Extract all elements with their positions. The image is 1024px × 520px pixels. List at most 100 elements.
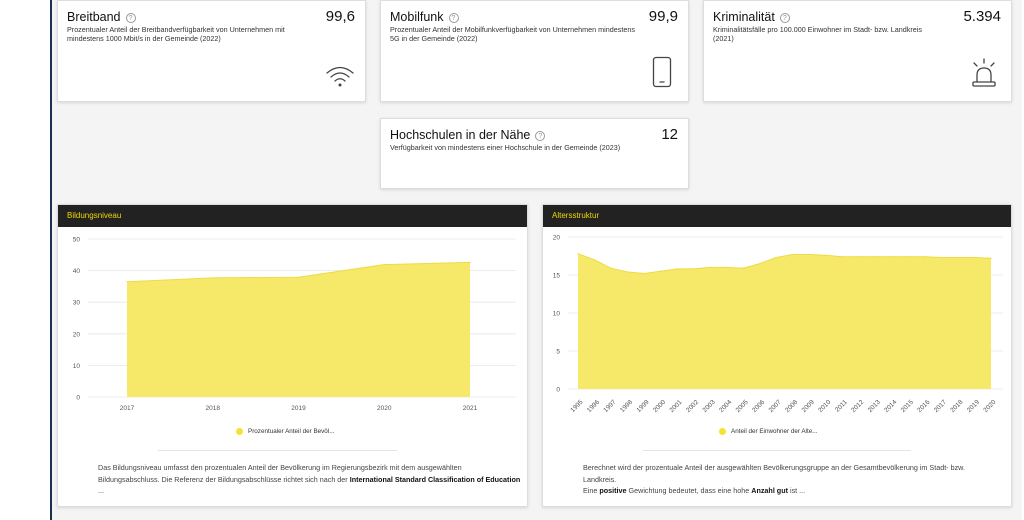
- data-point: [808, 253, 810, 256]
- x-tick-label: 1995: [569, 399, 584, 414]
- x-tick-label: 2010: [817, 399, 832, 414]
- x-tick-label: 2019: [966, 399, 981, 414]
- series-area: [578, 253, 991, 389]
- data-point: [907, 256, 909, 258]
- x-tick-label: 2017: [120, 405, 135, 412]
- x-tick-label: 2017: [933, 399, 948, 414]
- note-text-end: ...: [98, 486, 104, 495]
- data-point: [626, 271, 629, 273]
- y-tick-label: 20: [73, 331, 81, 338]
- y-tick-label: 50: [73, 237, 81, 244]
- legend-swatch: [719, 428, 726, 435]
- x-tick-label: 2009: [801, 399, 816, 414]
- kpi-card-mobilfunk[interactable]: Mobilfunk? Prozentualer Anteil der Mobil…: [380, 0, 689, 102]
- y-tick-label: 10: [553, 311, 561, 318]
- data-point: [643, 272, 645, 275]
- note-bold-text: positive: [599, 486, 627, 495]
- kpi-title: Mobilfunk?: [390, 10, 459, 24]
- x-tick-label: 2014: [883, 399, 898, 414]
- y-tick-label: 30: [73, 300, 81, 307]
- divider: [643, 450, 911, 451]
- panel-altersstruktur: Altersstruktur 0 5 10 15 20 1995 1996 1997 1998 1…: [542, 204, 1012, 507]
- altersstruktur-chart[interactable]: 0 5 10 15 20 1995 1996 1997 1998 1999 2000 2001 2002…: [543, 231, 1011, 431]
- data-point: [874, 256, 876, 258]
- x-tick-label: 2008: [784, 399, 799, 414]
- data-point: [775, 256, 777, 259]
- kpi-description: Kriminalitätsfälle pro 100.000 Einwohner…: [713, 25, 922, 43]
- data-point: [742, 267, 744, 269]
- kpi-value: 99,9: [648, 8, 678, 25]
- data-point: [676, 268, 678, 270]
- chart-note: Das Bildungsniveau umfasst den prozentua…: [98, 462, 523, 497]
- x-tick-label: 2005: [735, 399, 750, 414]
- kpi-value: 12: [661, 126, 678, 143]
- help-icon[interactable]: ?: [535, 131, 546, 141]
- y-tick-label: 0: [76, 395, 80, 402]
- chart-legend[interactable]: Prozentualer Anteil der Bevöl...: [236, 428, 334, 435]
- legend-label: Prozentualer Anteil der Bevöl...: [248, 428, 335, 435]
- kpi-title: Breitband?: [67, 10, 136, 24]
- kpi-card-hochschulen[interactable]: Hochschulen in der Nähe? Verfügbarkeit v…: [380, 118, 689, 189]
- x-tick-label: 2016: [916, 399, 931, 414]
- data-point: [841, 256, 843, 258]
- data-point: [990, 257, 992, 259]
- kpi-title-text: Kriminalität: [713, 10, 775, 24]
- data-point: [469, 261, 471, 263]
- data-point: [940, 256, 943, 259]
- x-tick-label: 2000: [652, 399, 667, 414]
- panel-bildungsniveau: Bildungsniveau 0 10 20 30 40 50 2017 2018 2019 20…: [57, 204, 528, 507]
- divider: [158, 450, 397, 451]
- y-tick-label: 20: [553, 235, 561, 242]
- kpi-value: 99,6: [325, 8, 355, 25]
- data-point: [973, 256, 976, 259]
- data-point: [726, 266, 728, 268]
- y-tick-label: 10: [73, 363, 81, 370]
- data-point: [825, 254, 827, 256]
- kpi-card-kriminalitaet[interactable]: Kriminalität? Kriminalitätsfälle pro 100…: [703, 0, 1012, 102]
- kpi-title-text: Mobilfunk: [390, 10, 444, 24]
- series-line: [577, 253, 992, 275]
- kpi-title: Kriminalität?: [713, 10, 790, 24]
- x-tick-label: 2020: [982, 399, 997, 414]
- bildungsniveau-chart[interactable]: 0 10 20 30 40 50 2017 2018 2019 2020 2021: [58, 231, 527, 421]
- panel-title: Bildungsniveau: [58, 205, 527, 227]
- x-tick-label: 2003: [702, 399, 717, 414]
- data-point: [709, 266, 711, 268]
- data-point: [957, 256, 959, 259]
- legend-label: Anteil der Einwohner der Alte...: [731, 428, 818, 435]
- x-tick-label: 2018: [949, 399, 964, 414]
- help-icon[interactable]: ?: [125, 13, 136, 23]
- data-point: [593, 259, 596, 261]
- x-tick-label: 2004: [718, 399, 733, 414]
- x-tick-label: 1996: [586, 399, 601, 414]
- data-point: [126, 281, 128, 283]
- x-tick-label: 2002: [685, 399, 700, 414]
- y-tick-label: 15: [553, 273, 561, 280]
- kpi-title-text: Hochschulen in der Nähe: [390, 128, 531, 142]
- data-point: [660, 270, 662, 272]
- note-bold-text: Anzahl gut: [751, 486, 788, 495]
- data-point: [693, 268, 695, 270]
- data-point: [792, 253, 794, 256]
- note-text: Das Bildungsniveau umfasst den prozentua…: [98, 463, 462, 484]
- kpi-title-text: Breitband: [67, 10, 121, 24]
- help-icon[interactable]: ?: [779, 13, 790, 23]
- note-bold-text: International Standard Classification of…: [349, 474, 521, 484]
- kpi-description: Verfügbarkeit von mindestens einer Hochs…: [390, 143, 621, 152]
- data-point: [610, 267, 612, 269]
- y-tick-label: 40: [73, 268, 81, 275]
- kpi-description: Prozentualer Anteil der Breitbandverfügb…: [67, 25, 285, 43]
- x-tick-label: 2011: [834, 399, 849, 414]
- phone-icon: [652, 56, 672, 93]
- x-tick-label: 1998: [619, 399, 634, 414]
- chart-note: Berechnet wird der prozentuale Anteil de…: [583, 462, 998, 497]
- data-point: [297, 276, 300, 278]
- x-tick-label: 1997: [602, 399, 617, 414]
- legend-swatch: [236, 428, 243, 435]
- note-text-end: ist ...: [787, 486, 806, 495]
- help-icon[interactable]: ?: [448, 13, 459, 23]
- chart-legend[interactable]: Anteil der Einwohner der Alte...: [719, 428, 817, 435]
- x-tick-label: 2021: [463, 405, 478, 412]
- kpi-card-breitband[interactable]: Breitband? Prozentualer Anteil der Breit…: [57, 0, 366, 102]
- x-tick-label: 2018: [206, 405, 221, 412]
